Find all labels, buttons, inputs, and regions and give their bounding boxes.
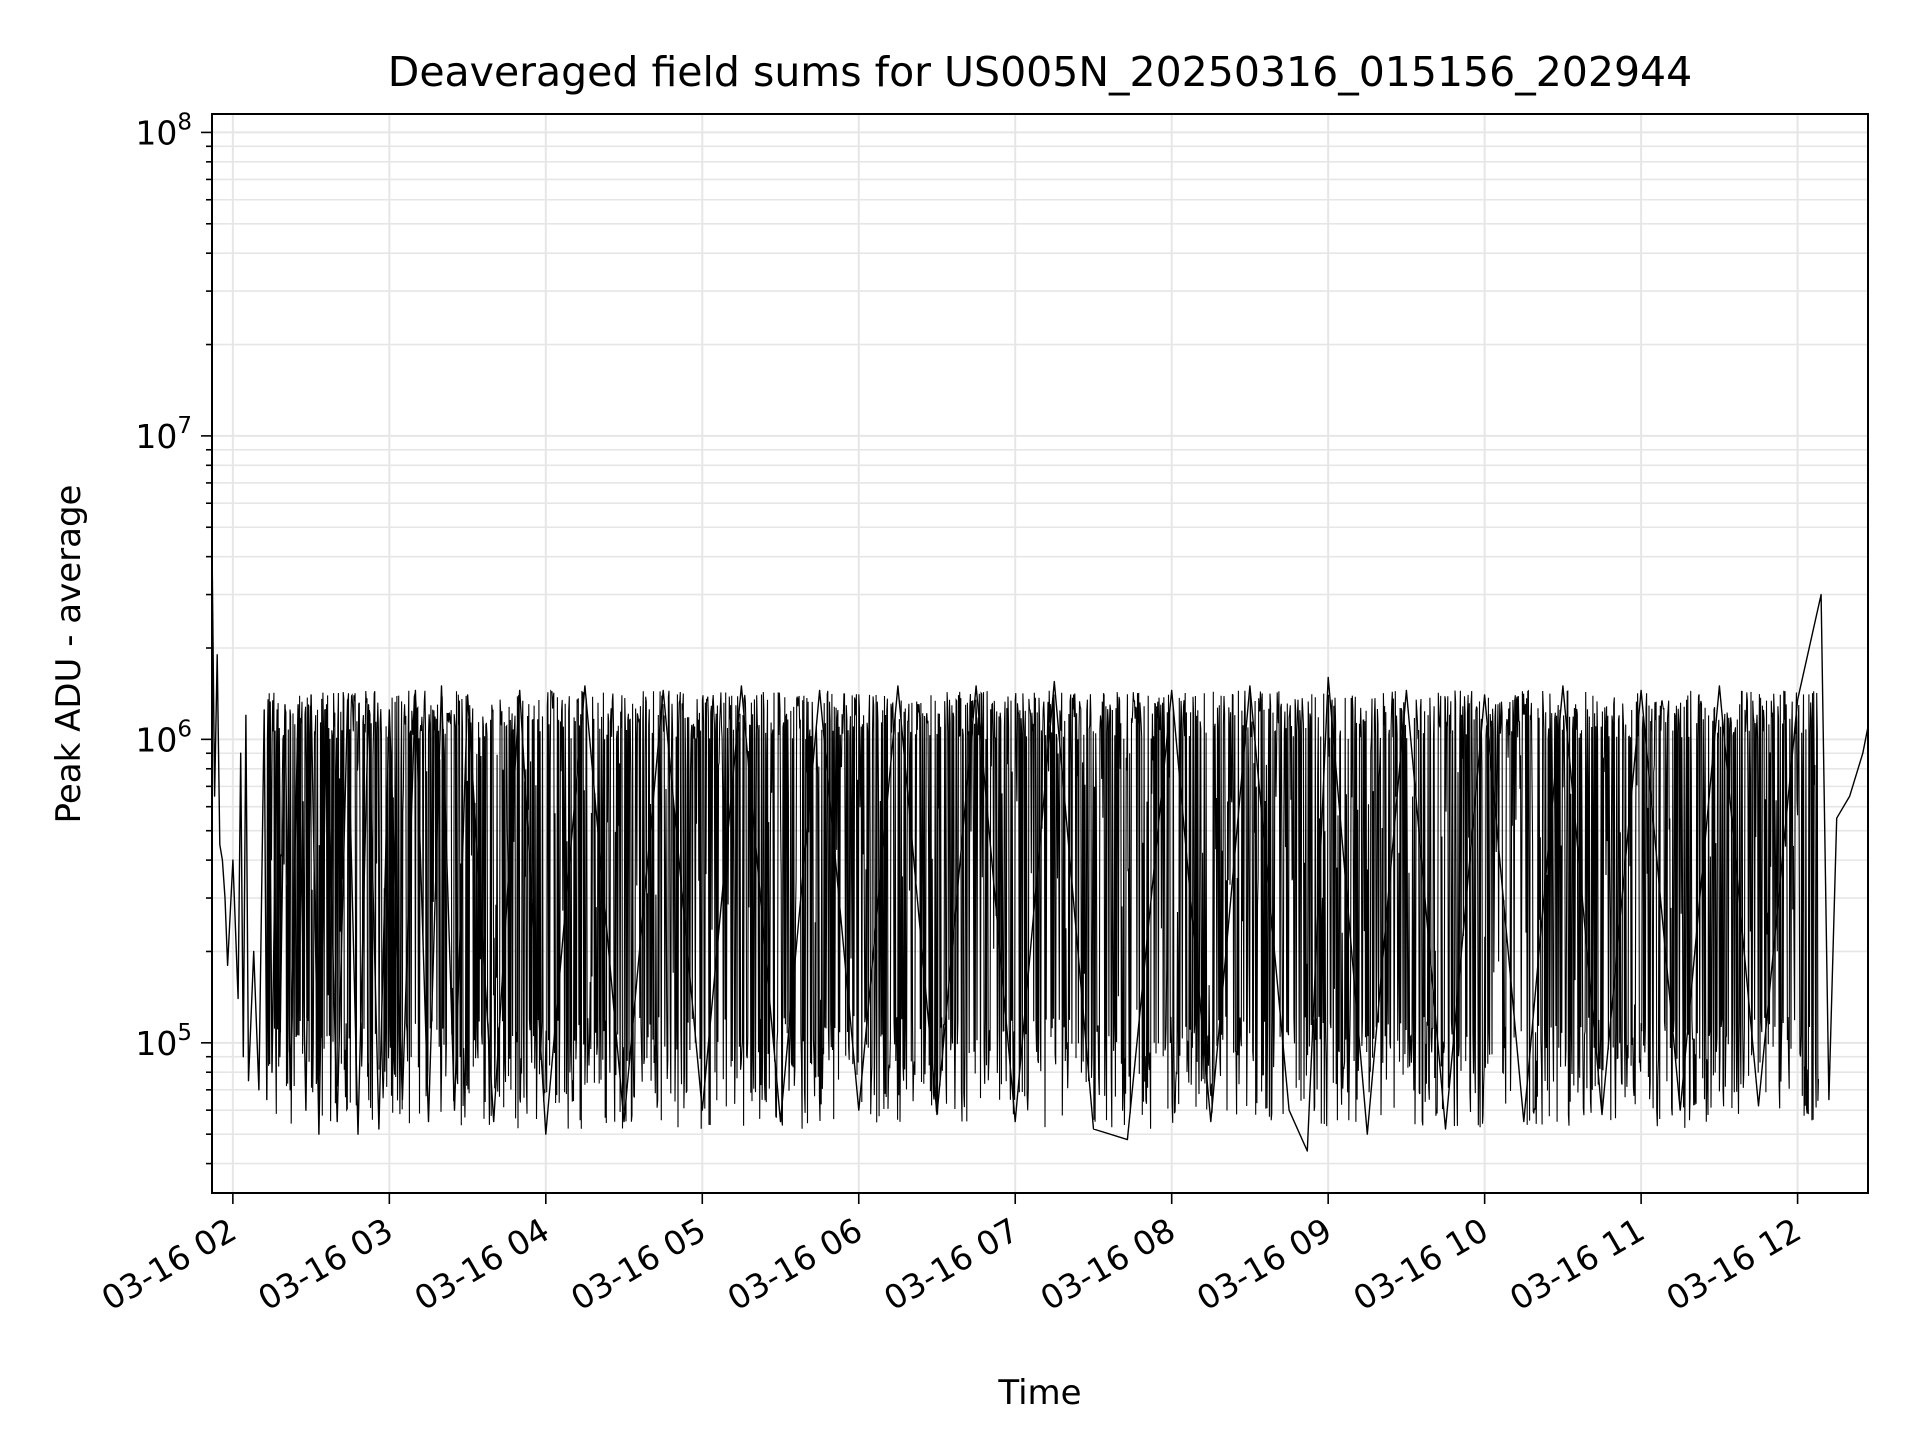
x-tick-label: 03-16 02 [95, 1210, 243, 1318]
y-tick-label: 106 [135, 716, 192, 759]
y-tick-label: 105 [135, 1020, 192, 1063]
x-tick-label: 03-16 06 [721, 1210, 869, 1318]
y-tick-exponent: 6 [177, 716, 192, 742]
y-tick-base: 10 [135, 1024, 177, 1063]
data-layer [211, 541, 1869, 1152]
y-tick-base: 10 [135, 113, 177, 152]
y-tick-exponent: 5 [177, 1020, 192, 1046]
x-tick-label: 03-16 10 [1347, 1210, 1495, 1318]
y-axis-label: Peak ADU - average [49, 485, 89, 824]
y-tick-exponent: 8 [177, 109, 192, 135]
x-axis-label: Time [997, 1373, 1081, 1413]
x-tick-label: 03-16 08 [1034, 1210, 1182, 1318]
x-tick-label: 03-16 07 [877, 1210, 1025, 1318]
y-tick-base: 10 [135, 417, 177, 456]
y-tick-base: 10 [135, 720, 177, 759]
x-tick-label: 03-16 12 [1660, 1210, 1808, 1318]
y-tick-label: 107 [135, 413, 192, 456]
y-tick-label: 108 [135, 109, 192, 152]
x-tick-label: 03-16 04 [408, 1210, 556, 1318]
x-tick-label: 03-16 11 [1503, 1210, 1651, 1318]
x-tick-label: 03-16 09 [1190, 1210, 1338, 1318]
y-tick-exponent: 7 [177, 413, 192, 439]
chart-title: Deaveraged field sums for US005N_2025031… [388, 48, 1692, 96]
plot-frame [211, 113, 1869, 1194]
x-tick-label: 03-16 05 [564, 1210, 712, 1318]
series-line-texture [266, 689, 1820, 1129]
x-tick-label: 03-16 03 [251, 1210, 399, 1318]
